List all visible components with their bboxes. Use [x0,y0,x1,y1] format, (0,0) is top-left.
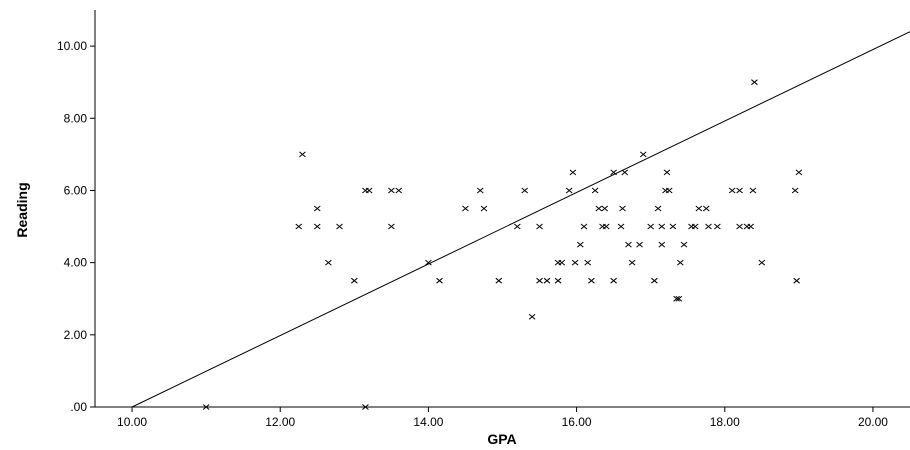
y-tick-label: 2.00 [64,328,88,342]
data-point [705,223,712,230]
data-point [569,169,577,176]
data-point [565,187,573,194]
y-tick-label: .00 [70,400,87,414]
data-point [365,187,373,194]
data-point [536,223,543,230]
data-point [791,187,799,194]
data-point [543,277,551,284]
x-tick-label: 14.00 [413,415,443,429]
y-tick-label: 10.00 [57,39,87,53]
data-point [610,169,617,176]
data-point [728,187,736,194]
data-point [736,187,743,194]
data-point [695,205,703,212]
data-point [336,223,343,230]
data-point [654,205,662,212]
data-point [665,187,673,194]
data-point [588,277,595,284]
data-point [747,223,755,230]
y-tick-label: 8.00 [64,111,88,125]
data-point [425,259,432,266]
data-point [647,223,655,230]
x-tick-label: 10.00 [117,415,147,429]
data-point [513,223,521,230]
data-point [793,277,800,284]
data-point [795,169,803,176]
data-point [602,223,610,230]
data-point [625,241,632,248]
data-point [758,259,766,266]
data-point [325,259,332,266]
data-point [362,404,369,410]
data-point [663,169,671,176]
data-point [528,313,536,320]
y-tick-label: 6.00 [64,183,88,197]
x-tick-label: 18.00 [710,415,740,429]
data-point [558,259,566,266]
data-point [536,277,543,284]
data-point [680,241,688,248]
data-point [388,187,395,194]
data-point [749,187,757,194]
data-point [299,151,306,158]
data-point [617,223,625,230]
y-axis-title: Reading [14,182,30,237]
data-point [702,205,710,212]
data-point [610,277,617,284]
x-axis: 10.00 12.00 14.00 16.00 18.00 20.00 [117,407,888,429]
data-point [388,223,395,230]
data-point [658,241,666,248]
data-point [651,277,658,284]
x-tick-label: 16.00 [562,415,592,429]
data-point [591,187,599,194]
data-point [313,205,321,212]
data-point [436,277,443,284]
data-point [736,223,743,230]
x-axis-title: GPA [487,431,516,447]
data-point [202,404,210,410]
data-point [554,277,562,284]
data-points [202,79,803,410]
data-point [476,187,484,194]
data-point [595,205,603,212]
data-point [313,223,321,230]
data-point [395,187,403,194]
x-tick-label: 12.00 [265,415,295,429]
data-point [636,241,643,248]
data-point [584,259,592,266]
data-point [639,151,647,158]
data-point [658,223,666,230]
data-point [571,259,579,266]
data-point [580,223,588,230]
y-axis: .00 2.00 4.00 6.00 8.00 10.00 [57,39,95,414]
data-point [676,259,684,266]
fit-line [131,31,910,408]
data-point [601,205,609,212]
data-point [619,205,626,212]
data-point [669,223,677,230]
data-point [350,277,358,284]
data-point [462,205,469,212]
data-point [751,79,758,86]
data-point [495,277,503,284]
data-point [714,223,721,230]
data-point [691,223,699,230]
data-point [621,169,629,176]
data-point [628,259,636,266]
data-point [675,295,683,302]
x-tick-label: 20.00 [858,415,888,429]
data-point [576,241,584,248]
data-point [521,187,529,194]
y-tick-label: 4.00 [64,256,88,270]
data-point [480,205,488,212]
data-point [673,295,680,302]
data-point [295,223,303,230]
